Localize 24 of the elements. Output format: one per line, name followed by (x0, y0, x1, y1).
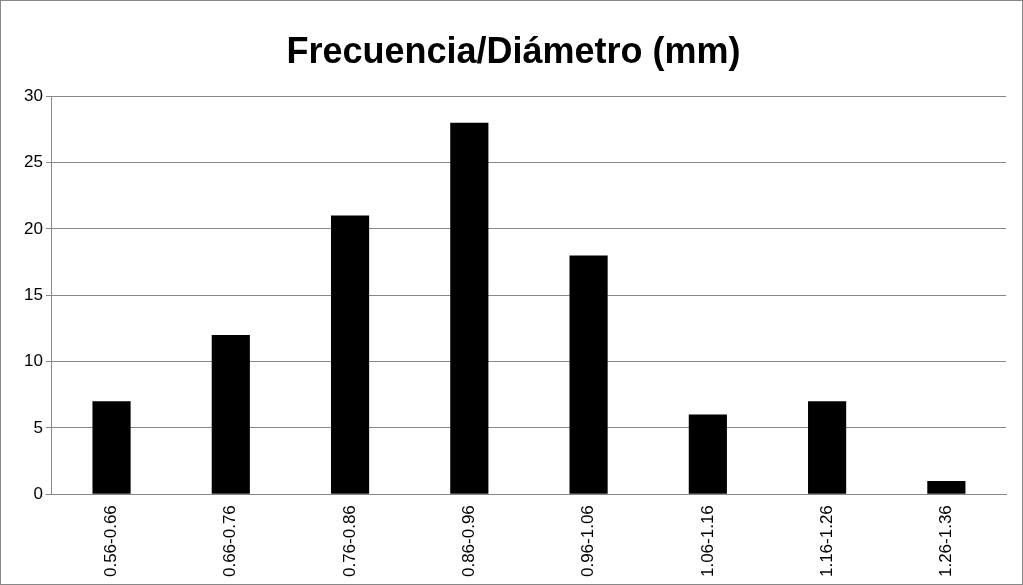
x-tick-label: 1.06-1.16 (697, 505, 717, 578)
bar (569, 255, 608, 494)
bar (688, 414, 727, 494)
x-tick-label: 0.66-0.76 (220, 505, 240, 578)
bar (808, 401, 847, 494)
y-tick-label: 0 (33, 483, 43, 503)
bar (211, 334, 250, 494)
y-tick-label: 10 (23, 351, 43, 371)
bar (330, 215, 370, 494)
y-tick-label: 30 (23, 85, 43, 105)
y-tick-label: 5 (33, 417, 43, 437)
bar (927, 480, 966, 494)
bar (92, 401, 131, 494)
x-tick-label: 0.86-0.96 (459, 505, 479, 578)
y-tick-label: 15 (23, 284, 43, 304)
x-tick-label: 0.96-1.06 (578, 505, 598, 578)
bar (450, 122, 489, 494)
x-tick-label: 0.76-0.86 (339, 505, 359, 578)
chart-title: Frecuencia/Diámetro (mm) (286, 29, 741, 71)
x-tick-label: 1.16-1.26 (816, 505, 836, 578)
x-tick-label: 1.26-1.36 (936, 505, 956, 578)
x-tick-label: 0.56-0.66 (101, 505, 121, 578)
y-tick-label: 25 (23, 152, 43, 172)
y-tick-label: 20 (23, 218, 43, 238)
